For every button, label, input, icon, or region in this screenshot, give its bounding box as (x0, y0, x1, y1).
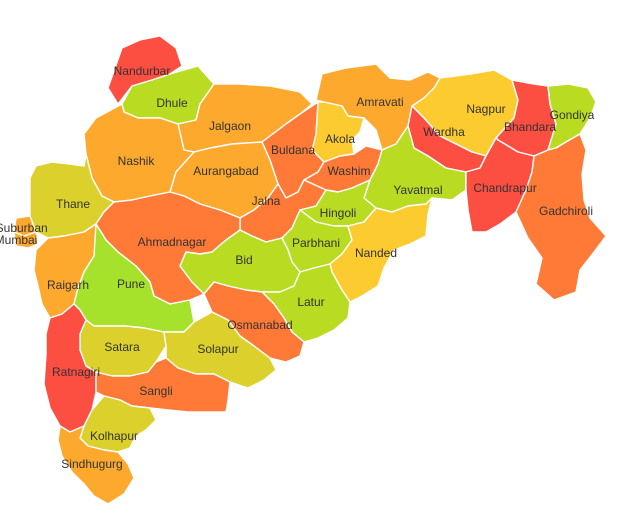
district-gadchiroli[interactable] (515, 133, 607, 301)
district-shapes (13, 35, 607, 505)
district-sindhugurg[interactable] (57, 425, 135, 505)
district-mumbai[interactable] (13, 231, 39, 249)
district-nanded[interactable] (329, 197, 433, 303)
district-nandurbar[interactable] (107, 35, 183, 105)
